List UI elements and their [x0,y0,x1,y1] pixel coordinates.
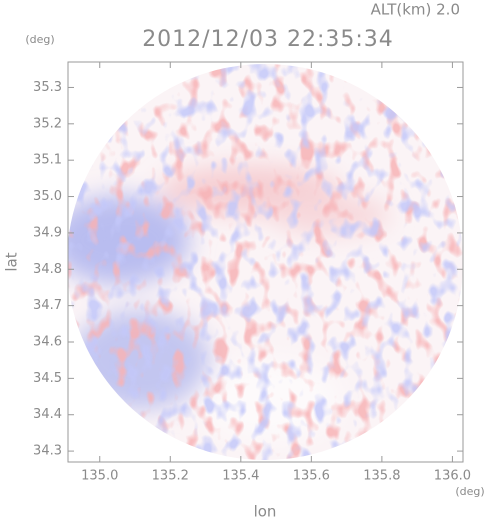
y-tick-label: 34.7 [33,298,62,313]
y-axis-label: lat [3,252,21,271]
x-tick-label: 135.4 [222,469,259,484]
radar-field [68,64,463,460]
y-tick-label: 35.1 [33,153,62,168]
y-tick-label: 35.0 [33,189,62,204]
x-tick-label: 135.2 [152,469,189,484]
x-axis-label: lon [254,503,277,521]
y-tick-label: 34.5 [33,371,62,386]
y-tick-label: 34.3 [33,444,62,459]
y-tick-label: 34.4 [33,407,62,422]
x-tick-label: 135.0 [81,469,118,484]
y-tick-label: 34.9 [33,225,62,240]
y-tick-label: 35.3 [33,80,62,95]
y-tick-label: 35.2 [33,116,62,131]
plot-frame [67,61,464,463]
x-tick-label: 135.8 [363,469,400,484]
y-tick-label: 34.8 [33,262,62,277]
x-tick-label: 135.6 [293,469,330,484]
subtitle: ALT(km) 2.0 [371,1,460,19]
y-tick-label: 34.6 [33,335,62,350]
x-unit: (deg) [455,485,484,498]
x-tick-label: 136.0 [434,469,471,484]
y-unit: (deg) [25,33,54,46]
chart-title: 2012/12/03 22:35:34 [142,27,394,52]
